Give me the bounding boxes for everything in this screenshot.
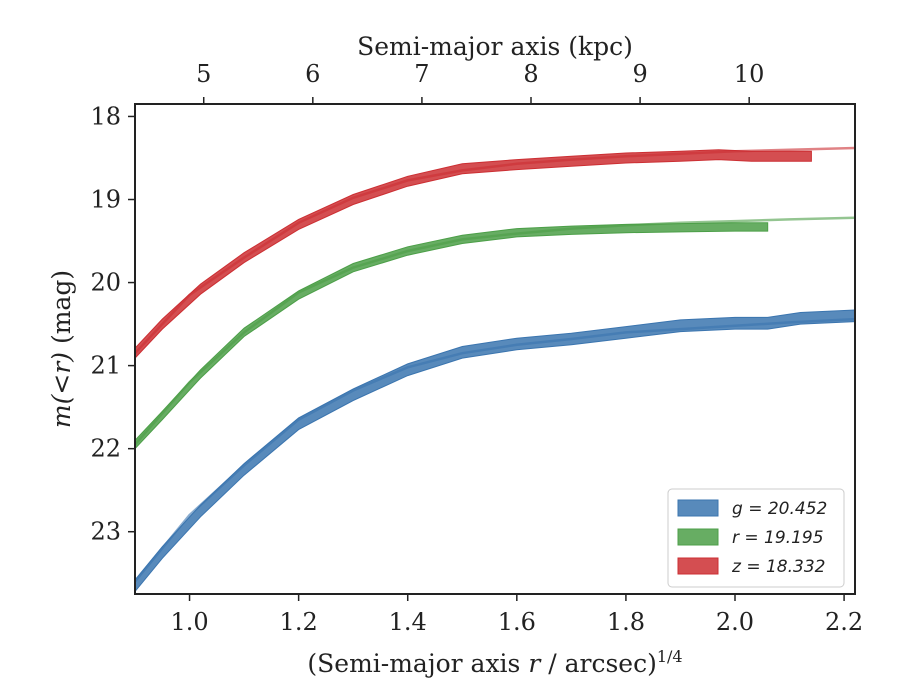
x-tick-label: 1.6 xyxy=(498,608,536,636)
y-tick-label: 19 xyxy=(90,186,121,214)
series-r-model-line xyxy=(135,216,855,446)
series-g xyxy=(135,309,855,593)
top-axis-title: Semi-major axis (kpc) xyxy=(357,32,633,61)
x-tick-label: 1.8 xyxy=(607,608,645,636)
x-tick-label: 2.0 xyxy=(716,608,754,636)
plot-frame xyxy=(134,103,856,595)
y-tick-label: 23 xyxy=(90,518,121,546)
y-axis-title-unit: (mag) xyxy=(47,270,76,352)
y-tick-label: 20 xyxy=(90,269,121,297)
legend-label: g = 20.452 xyxy=(732,499,827,519)
legend: g = 20.452 r = 19.195 z = 18.332 xyxy=(667,488,845,588)
series-z-model-line xyxy=(135,146,855,355)
y-axis-title: m(<r) (mag) xyxy=(47,270,76,428)
x-tick-label: 1.0 xyxy=(170,608,208,636)
x-axis-title-exponent: 1/4 xyxy=(657,647,683,666)
x-tick-label: 1.4 xyxy=(389,608,427,636)
series-r xyxy=(135,216,855,450)
x-axis-title-prefix: (Semi-major axis xyxy=(307,649,528,678)
y-tick-label: 21 xyxy=(90,352,121,380)
y-tick-label: 18 xyxy=(90,102,121,130)
legend-swatch xyxy=(677,528,719,546)
series-layer xyxy=(135,146,855,593)
legend-swatch xyxy=(677,499,719,517)
y-tick-label: 22 xyxy=(90,435,121,463)
axes-layer: 1.0 1.2 1.4 1.6 1.8 2.0 2.2 18 19 20 21 22 23 5 6 7 8 9 10 xyxy=(90,60,863,636)
legend-label: r = 19.195 xyxy=(732,528,824,548)
top-tick-label: 5 xyxy=(196,60,211,88)
top-tick-label: 10 xyxy=(734,60,765,88)
series-z xyxy=(135,146,855,359)
y-axis-title-math: m(<r) xyxy=(47,352,76,428)
series-g-band xyxy=(135,309,855,593)
top-tick-label: 8 xyxy=(523,60,538,88)
legend-label: z = 18.332 xyxy=(731,557,825,577)
x-axis-title: (Semi-major axis r / arcsec)1/4 xyxy=(307,647,682,678)
series-r-band xyxy=(135,222,769,450)
x-axis-title-suffix: / arcsec) xyxy=(540,649,657,678)
series-g-model-line xyxy=(135,317,855,583)
top-tick-label: 6 xyxy=(305,60,320,88)
x-tick-label: 2.2 xyxy=(825,608,863,636)
top-tick-label: 7 xyxy=(414,60,429,88)
series-z-band xyxy=(135,149,812,359)
top-tick-label: 9 xyxy=(632,60,647,88)
legend-swatch xyxy=(677,557,719,575)
x-tick-label: 1.2 xyxy=(280,608,318,636)
x-axis-title-variable: r xyxy=(528,649,542,678)
